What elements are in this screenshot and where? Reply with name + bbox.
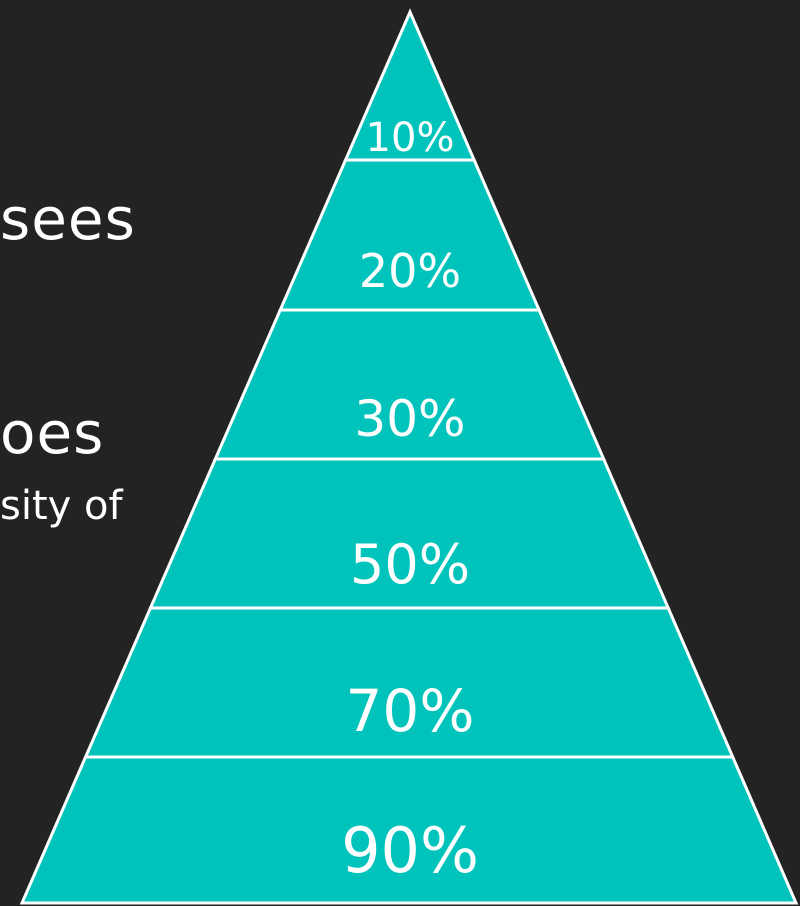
pyramid-bands [19, 8, 799, 905]
pyramid-band-label-5: 70% [346, 677, 475, 745]
pyramid-labels: 10% 20% 30% 50% 70% 90% [341, 115, 479, 887]
partial-text-oes: oes [0, 399, 105, 467]
pyramid-band-label-4: 50% [350, 533, 470, 596]
partial-text-sity-of: sity of [0, 483, 123, 529]
pyramid-band-label-2: 20% [359, 244, 461, 298]
partial-text-sees: sees [0, 185, 136, 253]
pyramid-band-6 [19, 755, 799, 905]
pyramid-band-label-3: 30% [354, 390, 465, 448]
pyramid-band-label-6: 90% [341, 814, 479, 887]
pyramid-band-label-1: 10% [366, 115, 455, 161]
